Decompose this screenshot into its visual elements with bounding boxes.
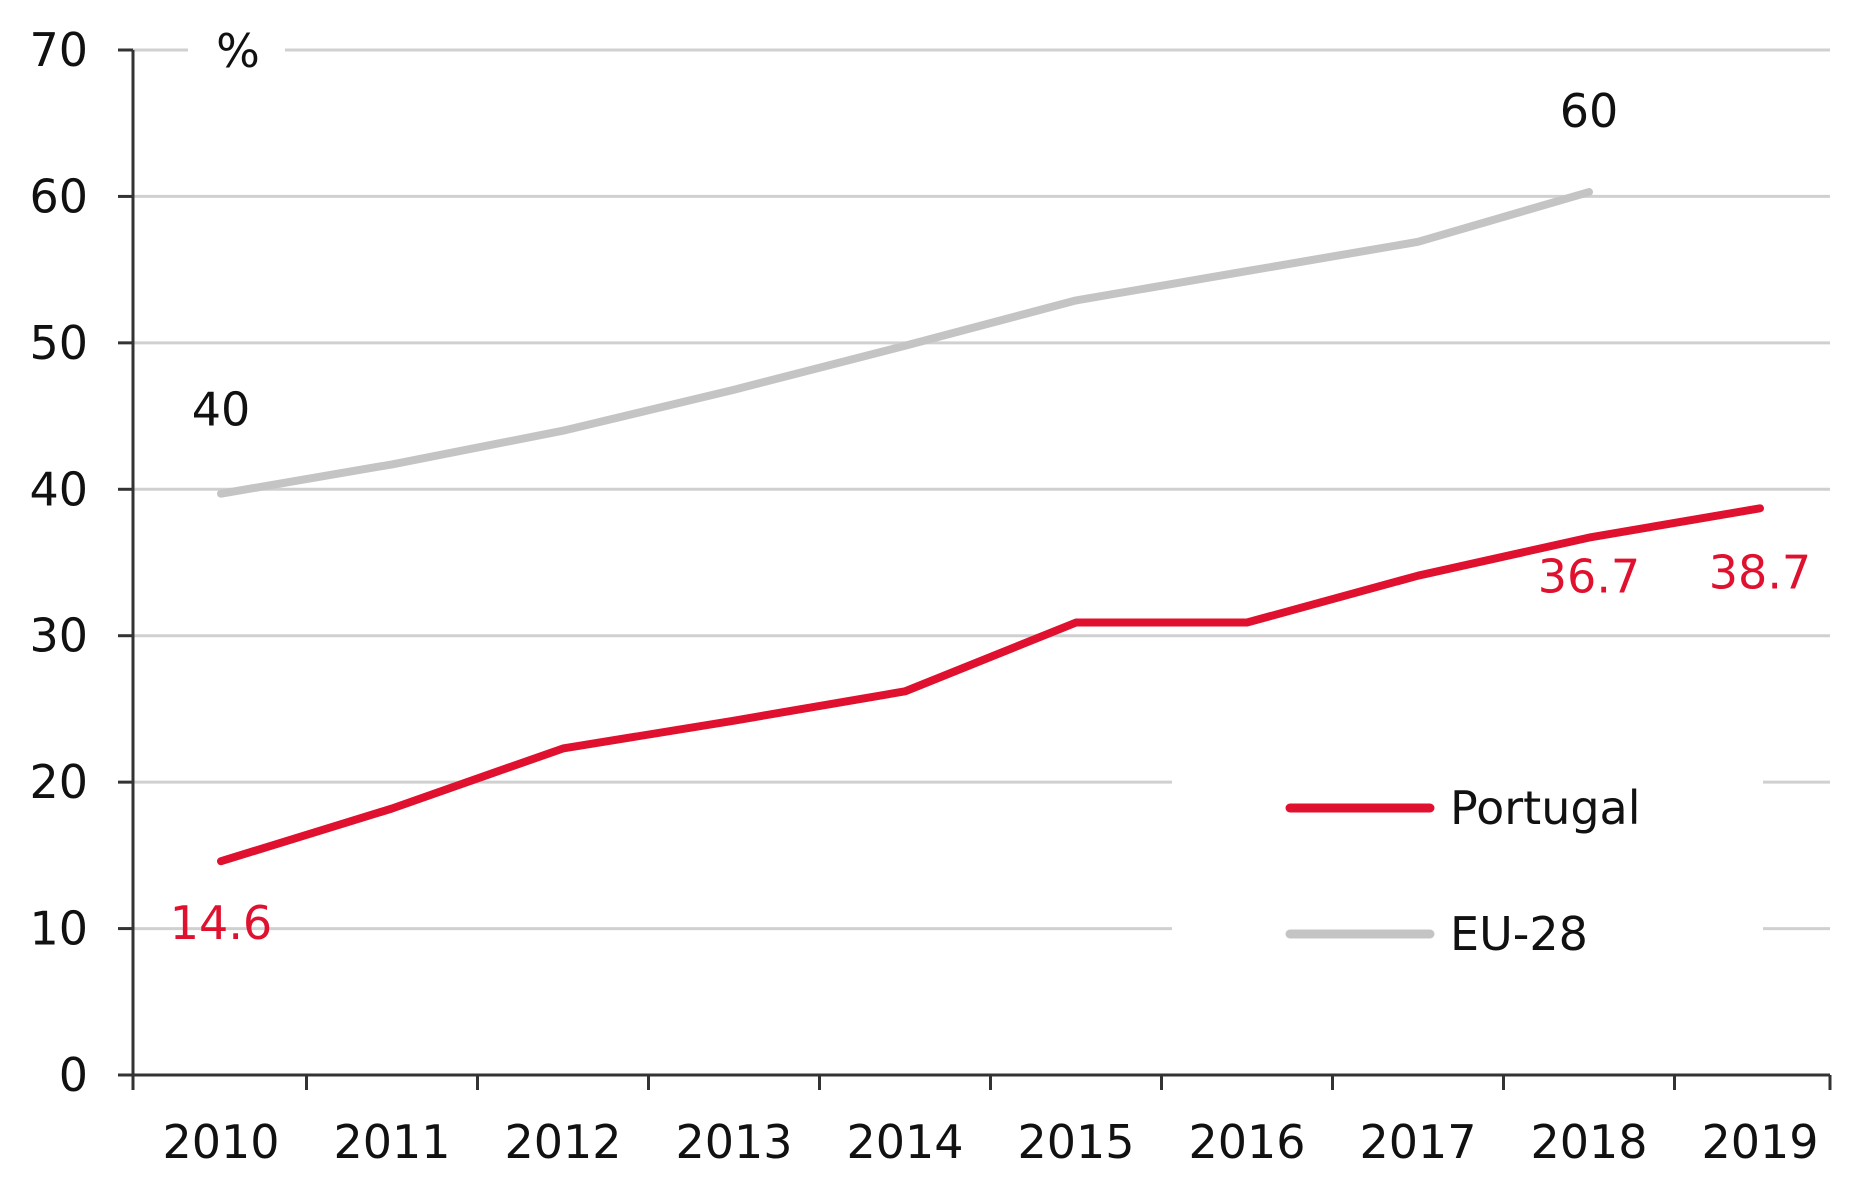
y-tick-label-50: 50 bbox=[29, 316, 88, 370]
y-tick-label-0: 0 bbox=[59, 1048, 88, 1102]
gridlines bbox=[133, 48, 1830, 931]
x-tick-label-2016: 2016 bbox=[1188, 1115, 1305, 1169]
data-label-portugal-2018: 36.7 bbox=[1538, 550, 1640, 604]
x-tick-label-2012: 2012 bbox=[504, 1115, 621, 1169]
x-tick-label-2011: 2011 bbox=[333, 1115, 450, 1169]
data-label-eu-28-2010: 40 bbox=[192, 383, 251, 437]
data-label-eu-28-2018: 60 bbox=[1560, 84, 1619, 138]
x-tick-label-2015: 2015 bbox=[1017, 1115, 1134, 1169]
y-tick-label-10: 10 bbox=[29, 902, 88, 956]
y-tick-label-70: 70 bbox=[29, 23, 88, 77]
legend-label-portugal: Portugal bbox=[1450, 781, 1641, 835]
series-lines bbox=[217, 188, 1764, 866]
y-tick-label-40: 40 bbox=[29, 462, 88, 516]
axes: 0 10 20 30 40 50 60 70 % 2010 2011 2012 2013 2014 2015… bbox=[29, 23, 1832, 1169]
legend: Portugal EU-28 bbox=[1285, 781, 1641, 961]
series-line-eu-28 bbox=[217, 188, 1593, 498]
data-label-portugal-2010: 14.6 bbox=[170, 896, 272, 950]
x-tick-label-2010: 2010 bbox=[162, 1115, 279, 1169]
y-tick-label-30: 30 bbox=[29, 609, 88, 663]
x-tick-label-2019: 2019 bbox=[1701, 1115, 1818, 1169]
x-tick-label-2013: 2013 bbox=[675, 1115, 792, 1169]
legend-label-eu-28: EU-28 bbox=[1450, 907, 1588, 961]
y-tick-label-20: 20 bbox=[29, 755, 88, 809]
y-axis-unit-label: % bbox=[216, 24, 260, 78]
x-tick-label-2014: 2014 bbox=[846, 1115, 963, 1169]
x-tick-label-2017: 2017 bbox=[1359, 1115, 1476, 1169]
data-label-portugal-2019: 38.7 bbox=[1709, 545, 1811, 599]
data-labels: 14.6 36.7 38.7 40 60 bbox=[170, 84, 1811, 950]
series-line-portugal bbox=[217, 504, 1764, 866]
x-tick-label-2018: 2018 bbox=[1530, 1115, 1647, 1169]
y-tick-label-60: 60 bbox=[29, 169, 88, 223]
